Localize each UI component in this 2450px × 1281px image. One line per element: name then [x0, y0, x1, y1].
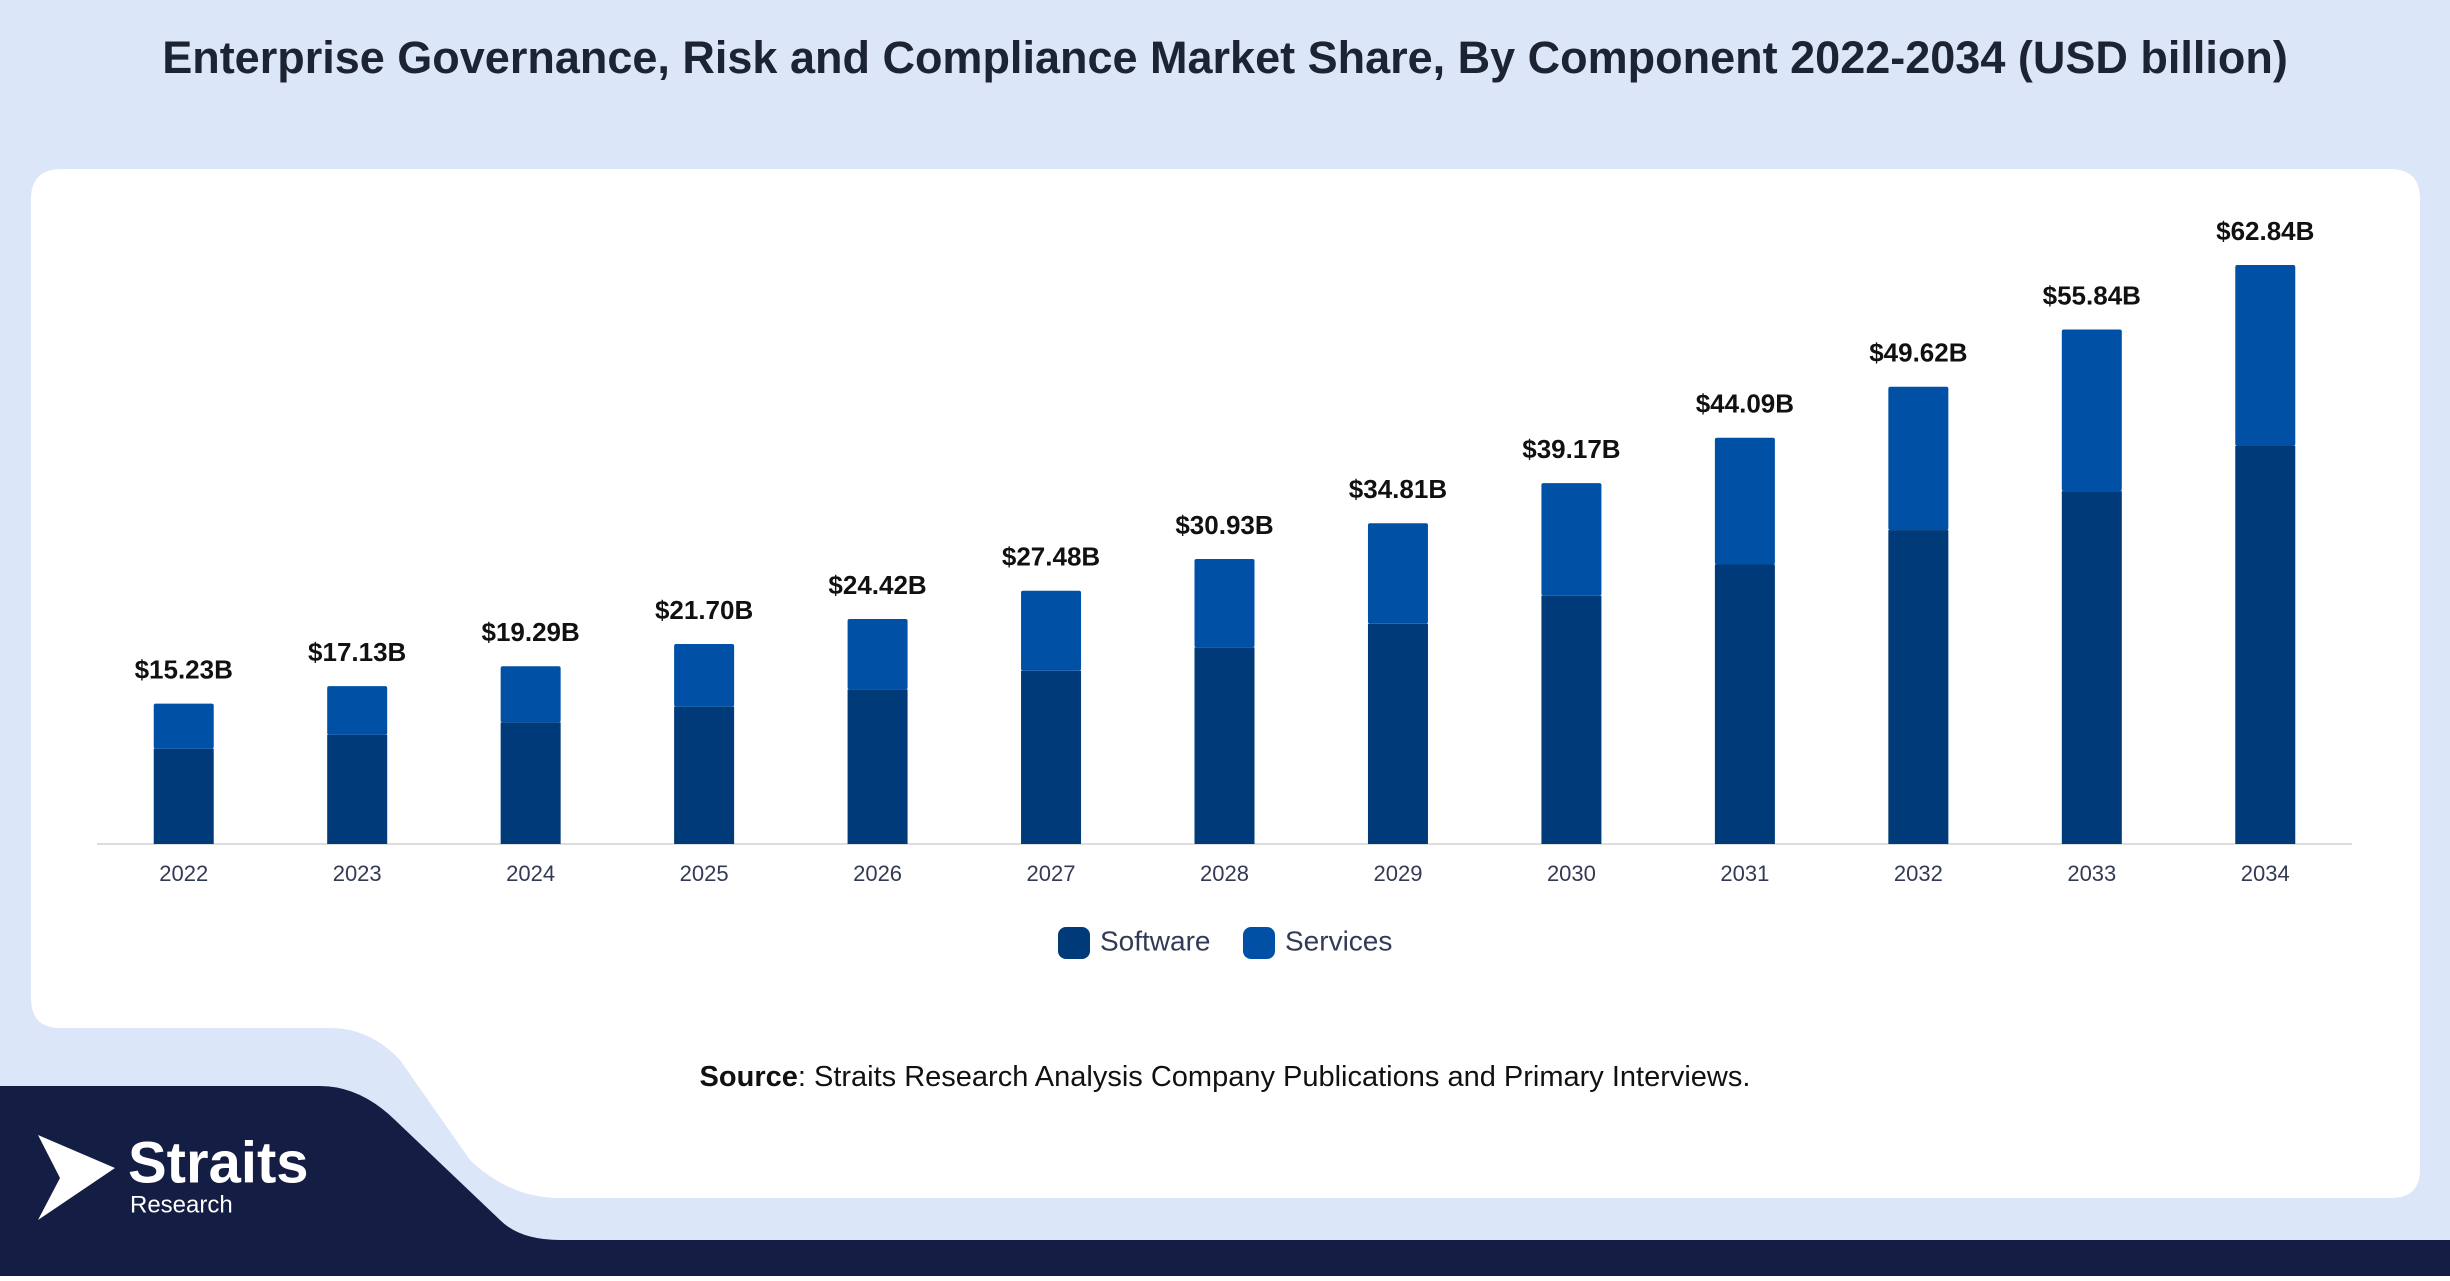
bar-segment	[1194, 559, 1255, 648]
total-label: $24.42B	[828, 570, 926, 600]
total-label: $49.62B	[1869, 338, 1967, 368]
bar-segment	[1367, 523, 1428, 624]
x-tick-label: 2024	[506, 861, 555, 886]
bar-segment	[1888, 530, 1949, 844]
total-label: $30.93B	[1175, 510, 1273, 540]
source-label: Source	[700, 1061, 798, 1093]
bar-segment	[153, 703, 214, 749]
legend-label: Services	[1285, 925, 1392, 956]
x-tick-label: 2030	[1547, 861, 1596, 886]
bar-segment	[500, 722, 561, 844]
bar-segment	[1021, 670, 1082, 844]
bar-segment	[153, 748, 214, 844]
x-tick-label: 2028	[1200, 861, 1249, 886]
x-tick-label: 2026	[853, 861, 902, 886]
bar-segment	[1021, 590, 1082, 671]
bar-segment	[1714, 437, 1775, 565]
total-label: $39.17B	[1522, 434, 1620, 464]
bar-segment	[2061, 329, 2122, 492]
footer-strip	[0, 1258, 2450, 1276]
source: Source: Straits Research Analysis Compan…	[700, 1061, 1751, 1093]
total-label: $34.81B	[1349, 474, 1447, 504]
x-tick-label: 2022	[159, 861, 208, 886]
bar-segment	[1888, 386, 1949, 531]
x-tick-label: 2025	[680, 861, 729, 886]
chart-title: Enterprise Governance, Risk and Complian…	[162, 32, 2288, 83]
x-tick-label: 2023	[333, 861, 382, 886]
legend-swatch	[1243, 927, 1275, 959]
bar-segment	[847, 618, 908, 690]
x-tick-label: 2029	[1373, 861, 1422, 886]
logo-icon	[38, 1135, 115, 1220]
bar-segment	[500, 666, 561, 723]
x-tick-label: 2027	[1027, 861, 1076, 886]
bar-segment	[327, 734, 388, 844]
total-label: $44.09B	[1696, 389, 1794, 419]
x-tick-label: 2032	[1894, 861, 1943, 886]
total-label: $17.13B	[308, 637, 406, 667]
total-label: $55.84B	[2043, 280, 2141, 310]
logo-sub: Research	[130, 1191, 233, 1218]
bar-segment	[1367, 623, 1428, 844]
total-label: $21.70B	[655, 595, 753, 625]
legend-label: Software	[1100, 925, 1211, 956]
footer-band	[0, 1086, 2450, 1276]
x-tick-label: 2031	[1720, 861, 1769, 886]
source-text: : Straits Research Analysis Company Publ…	[798, 1061, 1751, 1093]
bar-segment	[674, 706, 735, 844]
bar-segment	[1541, 483, 1602, 596]
bar-segment	[847, 689, 908, 844]
x-tick-label: 2033	[2067, 861, 2116, 886]
logo-name: Straits	[128, 1130, 309, 1195]
bar-segment	[327, 686, 388, 735]
bar-segment	[674, 644, 735, 707]
bar-segment	[1714, 564, 1775, 844]
bar-segment	[1541, 595, 1602, 844]
total-label: $19.29B	[481, 617, 579, 647]
total-label: $15.23B	[135, 655, 233, 685]
legend-swatch	[1058, 927, 1090, 959]
total-label: $62.84B	[2216, 216, 2314, 246]
x-tick-label: 2034	[2241, 861, 2290, 886]
bar-segment	[2235, 265, 2296, 446]
bar-segment	[2061, 491, 2122, 844]
bar-segment	[1194, 647, 1255, 844]
total-label: $27.48B	[1002, 542, 1100, 572]
bar-segment	[2235, 445, 2296, 844]
